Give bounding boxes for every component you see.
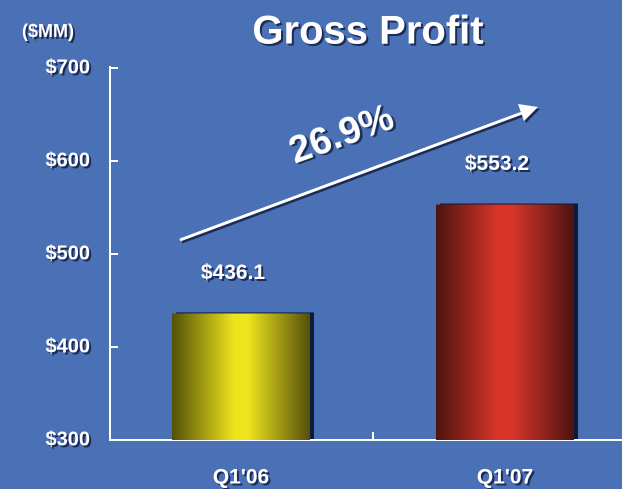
data-label: $553.2 [465, 152, 529, 175]
bar [172, 313, 310, 440]
growth-arrow [179, 104, 538, 242]
y-tick-label: $400 [46, 335, 91, 357]
y-tick-label: $600 [46, 149, 91, 171]
x-tick-label: Q1'07 [477, 466, 533, 489]
arrow-shaft [179, 111, 523, 242]
y-tick-label: $300 [46, 428, 91, 450]
y-tick-label: $500 [46, 242, 91, 264]
chart-title: Gross Profit [252, 9, 483, 53]
arrow-head [518, 104, 538, 121]
x-tick-label: Q1'06 [213, 466, 269, 489]
bar [436, 204, 574, 440]
data-label: $436.1 [201, 261, 266, 284]
y-tick-label: $700 [46, 56, 91, 78]
y-axis-label: ($MM) [22, 21, 74, 41]
